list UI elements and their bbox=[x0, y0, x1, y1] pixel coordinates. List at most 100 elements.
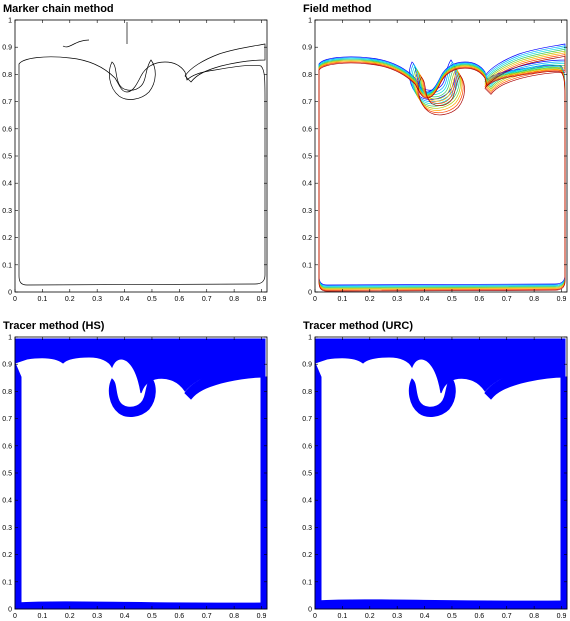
y-tick: 0.7 bbox=[2, 416, 267, 423]
y-tick-label: 0.2 bbox=[302, 235, 312, 242]
y-tick: 0.9 bbox=[2, 45, 267, 52]
y-tick: 0.4 bbox=[2, 498, 267, 505]
x-tick: 0.6 bbox=[474, 20, 484, 303]
tracer-particles bbox=[14, 338, 268, 610]
contour-mushroom bbox=[410, 61, 457, 103]
interface-mushroom bbox=[109, 59, 156, 100]
y-tick-label: 0.9 bbox=[2, 45, 12, 52]
tracer-mushroom bbox=[108, 376, 156, 417]
x-tick-label: 0.4 bbox=[120, 296, 130, 303]
x-tick-label: 0.5 bbox=[447, 613, 457, 620]
x-tick: 0.6 bbox=[174, 20, 184, 303]
contour-lines bbox=[318, 43, 566, 292]
y-tick: 0.8 bbox=[2, 72, 267, 79]
contour-mushroom bbox=[418, 74, 465, 116]
tracer-bottom-layer bbox=[14, 601, 268, 610]
y-tick: 0 bbox=[8, 607, 267, 614]
y-tick: 0.3 bbox=[2, 208, 267, 215]
x-tick-label: 0.4 bbox=[420, 296, 430, 303]
x-tick: 0.2 bbox=[365, 20, 375, 303]
y-tick: 0 bbox=[308, 607, 567, 614]
x-tick: 0.1 bbox=[338, 20, 347, 303]
x-tick: 0.2 bbox=[65, 20, 75, 303]
x-tick-label: 0.2 bbox=[65, 613, 75, 620]
x-tick-label: 0 bbox=[13, 613, 17, 620]
y-tick-label: 0.8 bbox=[302, 389, 312, 396]
y-tick: 0.2 bbox=[302, 552, 567, 559]
y-tick: 1 bbox=[8, 18, 267, 25]
contour-line bbox=[318, 56, 566, 286]
y-tick-label: 0.1 bbox=[2, 262, 12, 269]
panel-title: Tracer method (URC) bbox=[303, 320, 414, 332]
y-tick-label: 0 bbox=[308, 607, 312, 614]
y-tick-label: 0.9 bbox=[2, 362, 12, 369]
x-tick: 0.5 bbox=[447, 20, 457, 303]
x-tick: 0.1 bbox=[38, 20, 48, 303]
y-tick: 0.4 bbox=[302, 498, 567, 505]
plot-marker-chain: 0 0.1 0.2 0.3 0.4 0.5 0.6 0.7 0.8 0.9 0 0.1 0.2 0.3 0.… bbox=[2, 18, 268, 303]
y-tick-label: 0.7 bbox=[2, 416, 12, 423]
y-tick: 0.4 bbox=[2, 181, 267, 188]
y-tick: 0.9 bbox=[302, 362, 567, 369]
contour-line bbox=[318, 62, 566, 292]
x-tick: 0.8 bbox=[529, 20, 539, 303]
y-tick: 0.3 bbox=[302, 525, 567, 532]
y-tick-label: 0.6 bbox=[302, 443, 312, 450]
x-tick-label: 0.8 bbox=[529, 613, 539, 620]
x-tick-label: 0.3 bbox=[92, 296, 102, 303]
plot-frame bbox=[314, 19, 568, 293]
y-tick-label: 0.3 bbox=[302, 208, 312, 215]
x-tick: 0 bbox=[313, 337, 317, 620]
x-tick-label: 0 bbox=[13, 296, 17, 303]
x-tick-label: 0.3 bbox=[92, 613, 102, 620]
y-tick: 1 bbox=[308, 18, 567, 25]
x-tick: 0.9 bbox=[557, 337, 566, 620]
x-tick-label: 0.5 bbox=[147, 296, 157, 303]
contour-line bbox=[318, 60, 566, 290]
y-tick-label: 0.7 bbox=[302, 99, 312, 106]
y-tick: 0.1 bbox=[2, 579, 267, 586]
x-tick: 0.7 bbox=[502, 20, 512, 303]
x-tick-label: 0.2 bbox=[65, 296, 75, 303]
y-tick-label: 0.8 bbox=[302, 72, 312, 79]
tracer-right-wall bbox=[560, 376, 568, 610]
x-tick-label: 0.1 bbox=[38, 296, 48, 303]
y-tick-label: 0.2 bbox=[2, 552, 12, 559]
x-tick: 0 bbox=[313, 20, 317, 303]
y-tick-label: 0.8 bbox=[2, 72, 12, 79]
contour-right-lobe bbox=[484, 55, 566, 95]
x-tick: 0.4 bbox=[120, 337, 130, 620]
x-tick: 0.7 bbox=[202, 20, 212, 303]
x-tick: 0 bbox=[13, 20, 17, 303]
y-tick: 0.2 bbox=[2, 235, 267, 242]
y-tick-label: 0.1 bbox=[302, 262, 312, 269]
y-tick: 0.7 bbox=[302, 416, 567, 423]
y-tick-label: 0.6 bbox=[302, 126, 312, 133]
interface-lines bbox=[18, 22, 266, 286]
y-tick: 0.2 bbox=[2, 552, 267, 559]
x-tick-label: 0.7 bbox=[202, 613, 212, 620]
y-tick-label: 0.4 bbox=[2, 181, 12, 188]
y-tick-label: 0.4 bbox=[302, 181, 312, 188]
x-tick-label: 0.6 bbox=[174, 613, 184, 620]
contour-line bbox=[318, 61, 566, 291]
contour-line bbox=[318, 58, 566, 288]
y-tick-label: 1 bbox=[8, 18, 12, 25]
y-tick: 0.3 bbox=[302, 208, 567, 215]
x-tick: 0.8 bbox=[529, 337, 539, 620]
x-tick: 0.5 bbox=[447, 337, 457, 620]
y-tick-label: 0.5 bbox=[302, 154, 312, 161]
y-tick: 0.9 bbox=[302, 45, 567, 52]
y-tick-label: 0.8 bbox=[2, 389, 12, 396]
plot-tracer-hs: 0 0.1 0.2 0.3 0.4 0.5 0.6 0.7 0.8 0.9 0 0.1 0.2 0.3 0.… bbox=[2, 335, 268, 620]
x-tick: 0.1 bbox=[338, 337, 347, 620]
x-tick-label: 0 bbox=[313, 296, 317, 303]
y-tick: 0.5 bbox=[2, 471, 267, 478]
x-tick-label: 0.2 bbox=[365, 296, 375, 303]
contour-line bbox=[318, 59, 566, 288]
y-tick: 0.3 bbox=[2, 525, 267, 532]
contour-mushroom bbox=[414, 68, 461, 109]
y-tick: 0.9 bbox=[2, 362, 267, 369]
y-tick: 0.5 bbox=[2, 154, 267, 161]
x-tick: 0.8 bbox=[229, 337, 239, 620]
